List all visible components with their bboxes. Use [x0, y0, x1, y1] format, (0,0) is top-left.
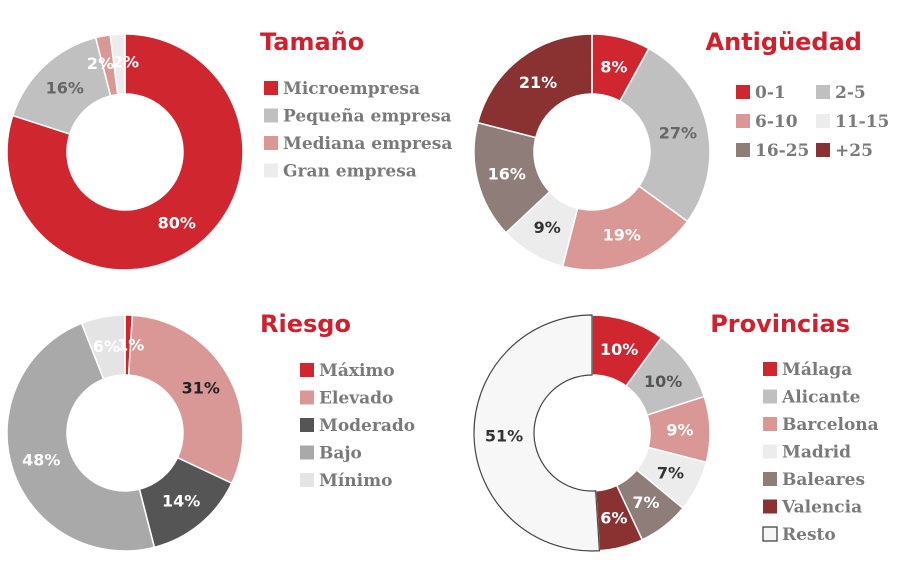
legend-swatch-microempresa	[264, 81, 278, 95]
legend-swatch-malaga	[763, 362, 777, 376]
legend-swatch-moderado	[300, 418, 314, 432]
legend-swatch-maximo	[300, 363, 314, 377]
chart-antiguedad: 8% 27% 19% 9% 16% 21% Antigüedad 0-1 2-5 6-10 11-1…	[473, 28, 889, 271]
legend-label-alicante: Alicante	[781, 388, 861, 408]
legend-label-16-25: 16-25	[755, 141, 809, 161]
chart-title-riesgo: Riesgo	[260, 310, 351, 338]
legend-swatch-minimo	[300, 473, 314, 487]
legend-label-valencia: Valencia	[781, 498, 862, 518]
legend-label-0-1: 0-1	[755, 83, 786, 103]
legend-label-gran-empresa: Gran empresa	[283, 162, 417, 182]
slice-2-5	[618, 47, 711, 223]
legend-riesgo: Máximo Elevado Moderado Bajo Mínimo	[300, 361, 415, 491]
chart-title-antiguedad: Antigüedad	[706, 28, 862, 56]
legend-label-maximo: Máximo	[319, 361, 395, 381]
slice-25	[476, 33, 593, 139]
legend-swatch-baleares	[763, 472, 777, 486]
legend-swatch-barcelona	[763, 417, 777, 431]
legend-label-mediana-empresa: Mediana empresa	[283, 134, 452, 154]
slice-6-10	[561, 185, 689, 271]
legend-swatch-madrid	[763, 444, 777, 459]
legend-label-minimo: Mínimo	[319, 471, 392, 491]
slice-label-2-5: 27%	[659, 123, 697, 142]
legend-label-barcelona: Barcelona	[782, 415, 879, 435]
slice-label-maximo: 1%	[117, 336, 144, 355]
legend-swatch-mediana-empresa	[264, 136, 278, 150]
slice-label-elevado: 31%	[182, 379, 220, 398]
legend-swatch-valencia	[763, 499, 777, 514]
legend-swatch-elevado	[300, 390, 314, 405]
slice-label-baleares: 7%	[632, 493, 659, 512]
legend-label-bajo: Bajo	[319, 444, 362, 464]
chart-title-tamano: Tamaño	[260, 28, 364, 56]
chart-provincias: 10% 10% 9% 7% 7% 6% 51% Provincias Málaga Alicant…	[473, 310, 879, 552]
slice-label-valencia: 6%	[600, 509, 627, 528]
chart-riesgo: 1% 31% 14% 48% 6% Riesgo Máximo Elevado Moderado…	[6, 310, 415, 552]
legend-provincias: Málaga Alicante Barcelona Madrid Baleares Val…	[762, 360, 879, 545]
slice-label-alicante: 10%	[644, 372, 682, 391]
slice-label-madrid: 7%	[657, 463, 684, 482]
legend-label-25: +25	[835, 141, 873, 161]
legend-swatch-2-5	[816, 85, 830, 99]
slice-label-malaga: 10%	[600, 340, 638, 359]
legend-label-moderado: Moderado	[319, 416, 415, 436]
slice-bajo	[6, 322, 156, 552]
slice-gran-empresa	[109, 33, 126, 96]
slice-label-minimo: 6%	[93, 337, 120, 356]
legend-label-pequena-empresa: Pequeña empresa	[283, 107, 452, 127]
legend-label-madrid: Madrid	[782, 443, 851, 463]
slice-label-16-25: 16%	[488, 164, 526, 183]
legend-swatch-25	[816, 143, 830, 157]
legend-label-6-10: 6-10	[755, 112, 798, 132]
legend-label-elevado: Elevado	[319, 389, 393, 409]
legend-swatch-11-15	[816, 114, 830, 128]
legend-antiguedad: 0-1 2-5 6-10 11-15 16-25 +25	[736, 83, 889, 161]
slice-elevado	[127, 314, 244, 485]
slice-label-gran-empresa: 2%	[112, 53, 139, 72]
legend-label-malaga: Málaga	[782, 360, 852, 380]
legend-label-2-5: 2-5	[835, 83, 866, 103]
slice-label-mediana-empresa: 2%	[87, 54, 114, 73]
slice-label-moderado: 14%	[162, 491, 200, 510]
legend-label-11-15: 11-15	[835, 112, 889, 132]
slice-label-11-15: 9%	[534, 218, 561, 237]
legend-swatch-pequena-empresa	[264, 108, 278, 123]
slice-label-bajo: 48%	[22, 451, 60, 470]
chart-title-provincias: Provincias	[710, 310, 850, 338]
slice-label-pequena-empresa: 16%	[46, 78, 84, 97]
legend-swatch-6-10	[736, 114, 750, 128]
slice-label-resto: 51%	[485, 426, 523, 445]
slice-label-microempresa: 80%	[158, 214, 196, 233]
legend-swatch-0-1	[736, 85, 750, 99]
slice-microempresa	[6, 33, 244, 271]
legend-swatch-bajo	[300, 445, 314, 460]
slice-label-25: 21%	[519, 73, 557, 92]
slice-label-6-10: 19%	[603, 225, 641, 244]
legend-swatch-gran-empresa	[264, 163, 278, 178]
slice-label-barcelona: 9%	[666, 421, 693, 440]
legend-label-baleares: Baleares	[782, 470, 865, 490]
legend-swatch-resto	[762, 526, 778, 542]
legend-label-microempresa: Microempresa	[283, 79, 420, 99]
legend-tamano: Microempresa Pequeña empresa Mediana empre…	[264, 79, 452, 182]
legend-swatch-16-25	[736, 143, 750, 157]
legend-swatch-alicante	[763, 389, 777, 404]
slice-minimo	[80, 314, 126, 381]
slice-label-0-1: 8%	[600, 57, 627, 76]
legend-label-resto: Resto	[782, 525, 836, 545]
slice-resto	[473, 314, 601, 552]
